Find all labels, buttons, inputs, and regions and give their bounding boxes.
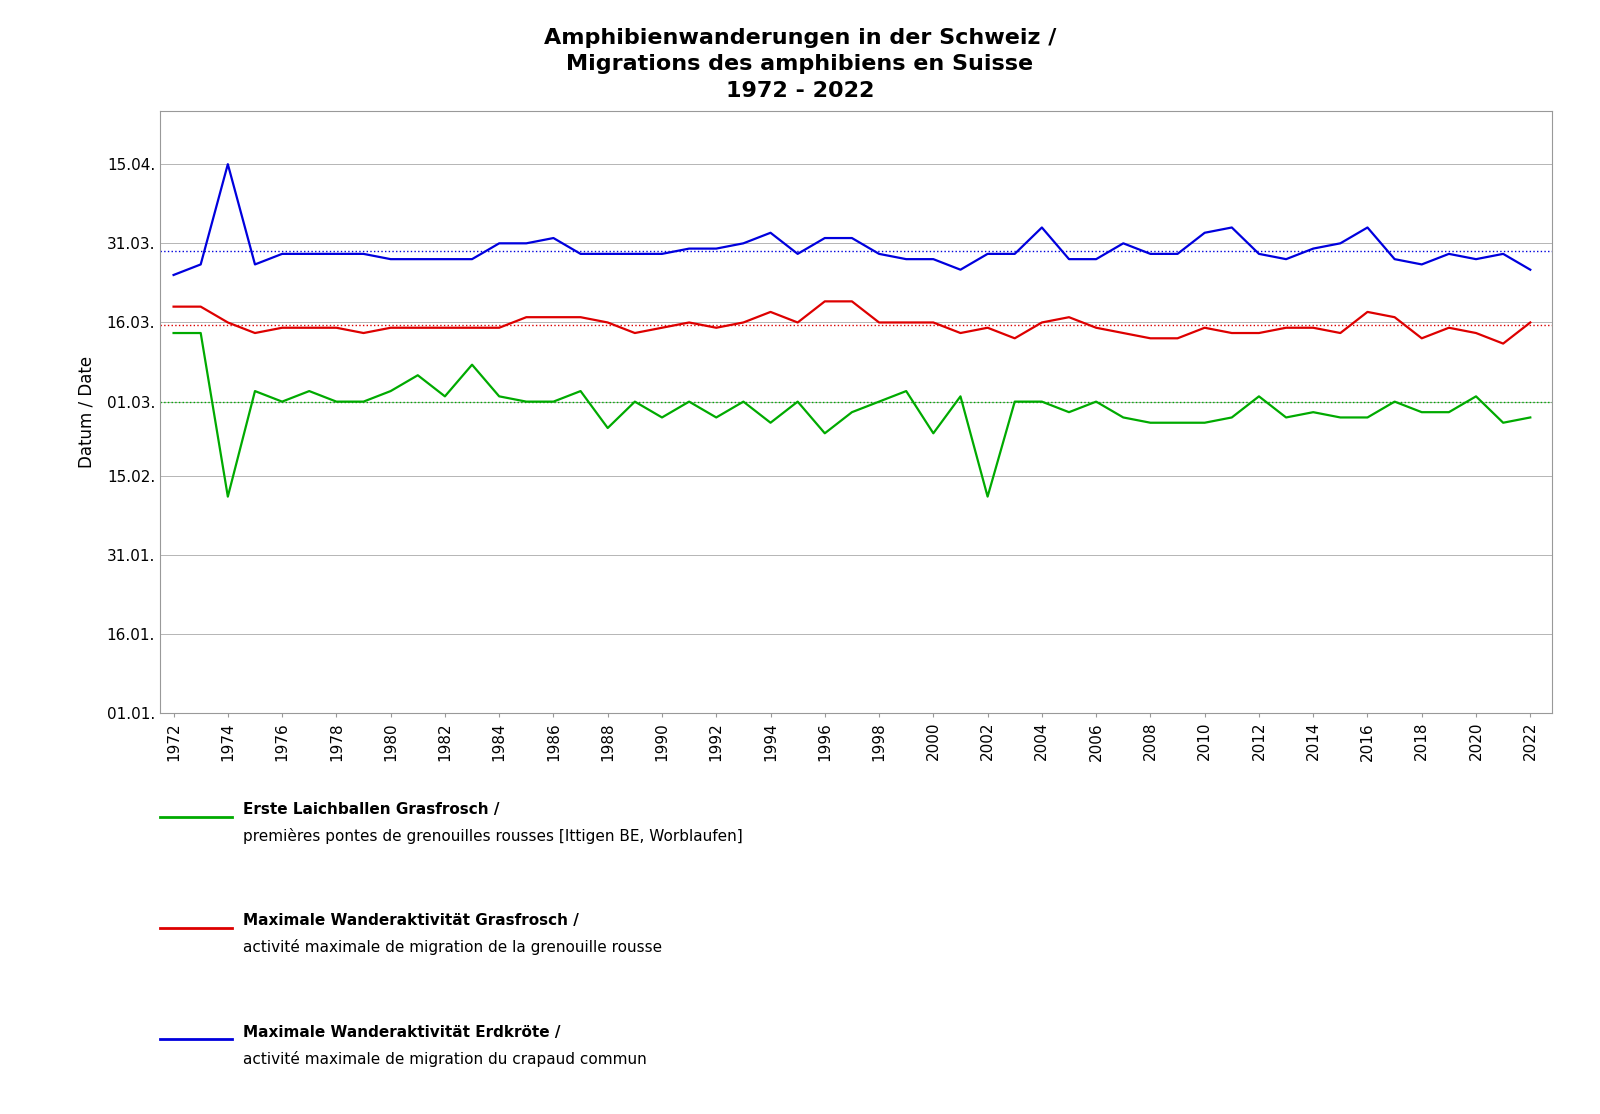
Text: Maximale Wanderaktivität Grasfrosch /: Maximale Wanderaktivität Grasfrosch / xyxy=(243,913,579,928)
Text: Maximale Wanderaktivität Erdkröte /: Maximale Wanderaktivität Erdkröte / xyxy=(243,1025,560,1039)
Text: Amphibienwanderungen in der Schweiz /
Migrations des amphibiens en Suisse
1972 -: Amphibienwanderungen in der Schweiz / Mi… xyxy=(544,28,1056,100)
Y-axis label: Datum / Date: Datum / Date xyxy=(77,356,96,468)
Text: activité maximale de migration de la grenouille rousse: activité maximale de migration de la gre… xyxy=(243,939,662,955)
Text: Erste Laichballen Grasfrosch /: Erste Laichballen Grasfrosch / xyxy=(243,802,499,817)
Text: activité maximale de migration du crapaud commun: activité maximale de migration du crapau… xyxy=(243,1051,646,1066)
Text: premières pontes de grenouilles rousses [Ittigen BE, Worblaufen]: premières pontes de grenouilles rousses … xyxy=(243,828,742,843)
